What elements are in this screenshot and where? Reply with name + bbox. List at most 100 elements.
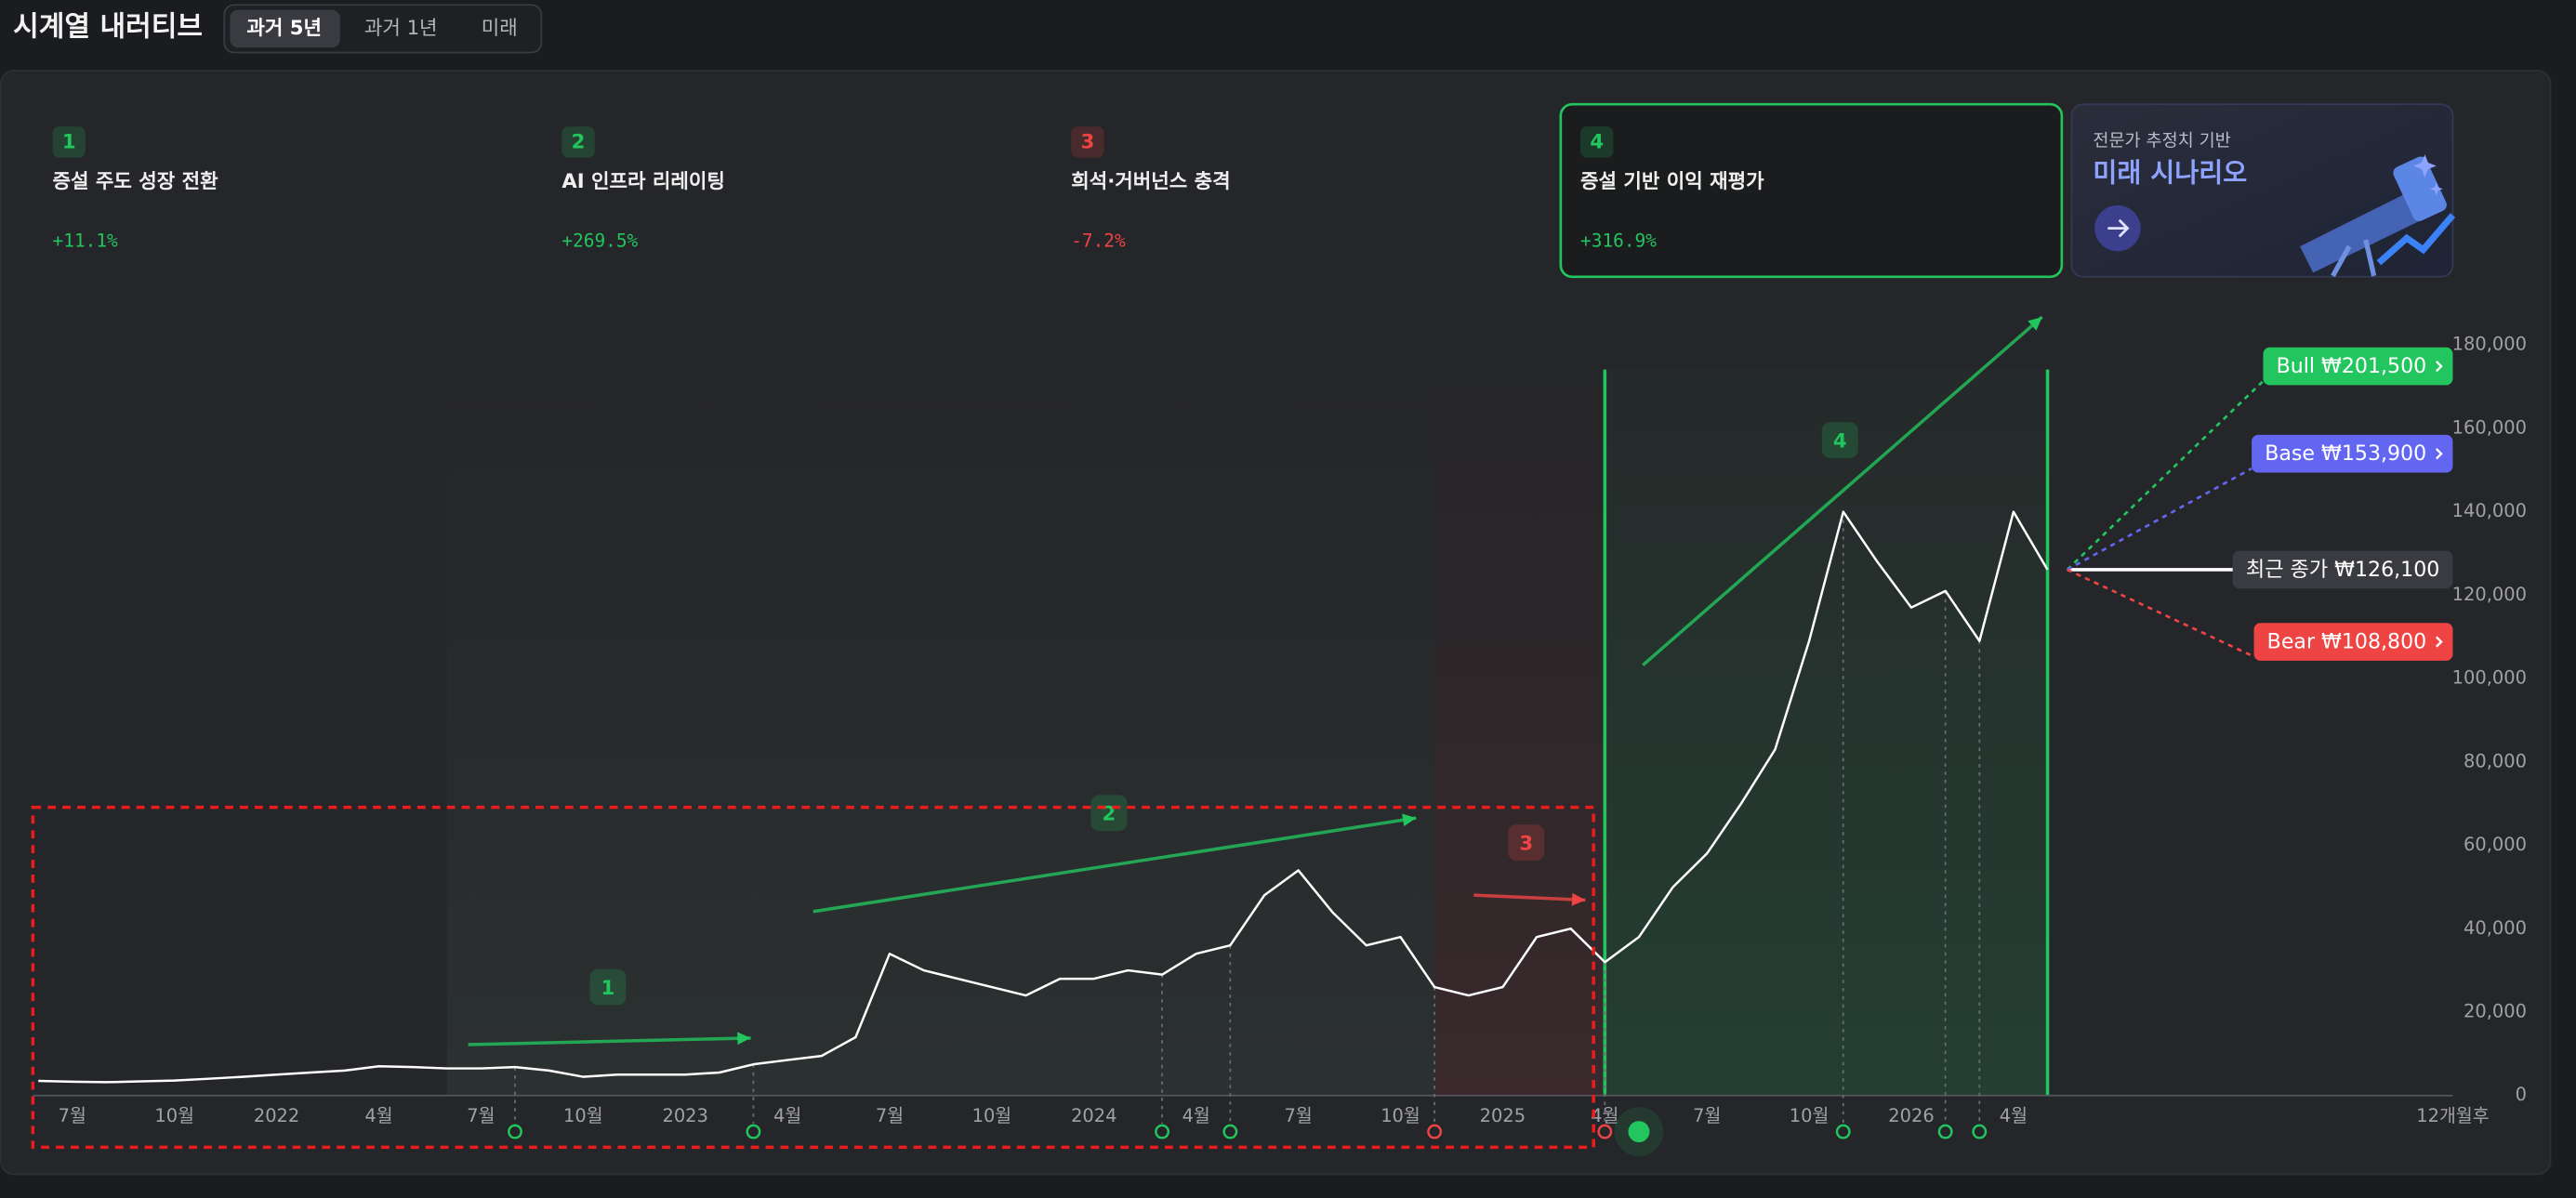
- event-marker[interactable]: [1972, 1124, 1988, 1139]
- phase-number: 1: [62, 130, 76, 153]
- phase-badge: [589, 968, 627, 1006]
- x-tick-label: 10월: [1790, 1105, 1830, 1126]
- x-tick-label: 2023: [662, 1105, 707, 1126]
- x-tick-label: 4월: [2000, 1105, 2028, 1126]
- phase-badge: [561, 126, 595, 158]
- event-marker[interactable]: [746, 1124, 761, 1139]
- x-tick-label: 10월: [563, 1105, 603, 1126]
- event-marker[interactable]: [1597, 1124, 1613, 1139]
- scenario-line: [2067, 568, 2255, 658]
- y-tick-label: 0: [2516, 1084, 2527, 1105]
- event-marker[interactable]: [1155, 1124, 1170, 1139]
- y-tick-label: 80,000: [2464, 750, 2527, 771]
- chevron: [2435, 636, 2443, 648]
- y-tick-label: 100,000: [2452, 667, 2527, 689]
- phase-region: [753, 369, 1435, 1096]
- event-marker[interactable]: [508, 1124, 522, 1139]
- phase-badge: [1071, 126, 1104, 158]
- tab[interactable]: 과거 5년: [246, 16, 322, 39]
- x-tick-label: 4월: [1591, 1105, 1618, 1126]
- phase-number: 4: [1590, 130, 1604, 153]
- phase-region: [1605, 369, 2048, 1096]
- x-tick-label: 2024: [1071, 1105, 1116, 1126]
- x-tick-label: 2026: [1888, 1105, 1934, 1126]
- x-tick-label: 2025: [1480, 1105, 1526, 1126]
- page-title: 시계열 내러티브: [13, 11, 203, 44]
- phase-change: -7.2%: [1071, 230, 1126, 251]
- phase-number: 1: [601, 976, 615, 999]
- phase-number: 4: [1833, 428, 1847, 452]
- tab[interactable]: 과거 1년: [364, 16, 438, 39]
- phase-arrow: [468, 1036, 751, 1047]
- arrow-icon: [2107, 218, 2130, 238]
- phase-change: +11.1%: [53, 230, 118, 251]
- x-tick-label: 4월: [773, 1105, 801, 1126]
- scenario-label: Bull ₩201,500: [2277, 354, 2427, 378]
- phase-title[interactable]: 희석·거버넌스 충격: [1071, 169, 1230, 192]
- phase-badge: [1821, 422, 1858, 459]
- scenario-card[interactable]: 전문가 추정치 기반 미래 시나리오: [2070, 103, 2456, 278]
- phase-number: 2: [1102, 802, 1116, 825]
- phase-number: 3: [1081, 130, 1095, 153]
- event-marker[interactable]: [1937, 1124, 1953, 1139]
- event-marker[interactable]: [1427, 1124, 1443, 1139]
- tab[interactable]: 미래: [482, 16, 518, 39]
- x-tick-label: 10월: [154, 1105, 194, 1126]
- x-tick-label: 7월: [876, 1105, 904, 1126]
- y-tick-label: 160,000: [2452, 416, 2527, 438]
- arrow-head: [1402, 813, 1417, 827]
- selected-event[interactable]: [1628, 1121, 1650, 1143]
- phase-arrow: [1473, 893, 1586, 902]
- phase-title[interactable]: 증설 기반 이익 재평가: [1580, 169, 1764, 192]
- event-marker[interactable]: [1222, 1124, 1238, 1139]
- arrow-head: [1571, 892, 1586, 906]
- scenario-label: Bear ₩108,800: [2267, 629, 2426, 653]
- x-tick-label: 4월: [364, 1105, 392, 1126]
- phase-change: +316.9%: [1580, 230, 1657, 251]
- phase-region: [446, 369, 754, 1096]
- highlight-box: [31, 805, 1595, 1150]
- phase-badge: [52, 126, 86, 158]
- x-tick-label: 7월: [1693, 1105, 1721, 1126]
- phase-change: +269.5%: [561, 230, 638, 251]
- phase-badge: [1090, 795, 1128, 832]
- arrow-head: [737, 1032, 751, 1046]
- phase-arrow: [812, 816, 1417, 914]
- arrow-head: [2028, 317, 2042, 331]
- phase-title[interactable]: 증설 주도 성장 전환: [53, 169, 219, 192]
- y-tick-label: 20,000: [2464, 1000, 2527, 1021]
- y-tick-label: 60,000: [2464, 834, 2527, 855]
- x-tick-label: 10월: [972, 1105, 1012, 1126]
- x-tick-label: 10월: [1380, 1105, 1420, 1126]
- scenario-label-box[interactable]: [2263, 347, 2453, 386]
- price-line: [38, 510, 2049, 1084]
- last-close-label: 최근 종가 ₩126,100: [2246, 558, 2439, 582]
- scenario-label-box[interactable]: [2253, 623, 2453, 661]
- phase-arrow: [1642, 315, 2043, 667]
- last-close-label-box: [2232, 550, 2453, 589]
- scenario-subtitle: 전문가 추정치 기반: [2093, 131, 2230, 151]
- chevron: [2435, 360, 2443, 373]
- x-tick-label: 12개월후: [2416, 1105, 2489, 1126]
- x-tick-label: 2022: [254, 1105, 299, 1126]
- chevron: [2435, 448, 2443, 460]
- phase-number: 2: [572, 130, 586, 153]
- tab-active-bg: [230, 9, 340, 48]
- x-tick-label: 7월: [59, 1105, 86, 1126]
- phase-title[interactable]: AI 인프라 리레이팅: [561, 169, 724, 192]
- telescope-icon: [2300, 154, 2456, 278]
- event-marker[interactable]: [1835, 1124, 1851, 1139]
- scenario-label: Base ₩153,900: [2265, 441, 2426, 466]
- phase-badge: [1580, 126, 1614, 158]
- phase-region: [1434, 369, 1605, 1096]
- y-tick-label: 140,000: [2452, 500, 2527, 521]
- phase-number: 3: [1519, 831, 1533, 854]
- scenario-title: 미래 시나리오: [2093, 157, 2247, 188]
- y-tick-label: 180,000: [2452, 334, 2527, 355]
- scenario-label-box[interactable]: [2252, 434, 2453, 473]
- x-tick-label: 7월: [467, 1105, 495, 1126]
- active-card[interactable]: [1559, 102, 2064, 279]
- x-tick-label: 4월: [1182, 1105, 1210, 1126]
